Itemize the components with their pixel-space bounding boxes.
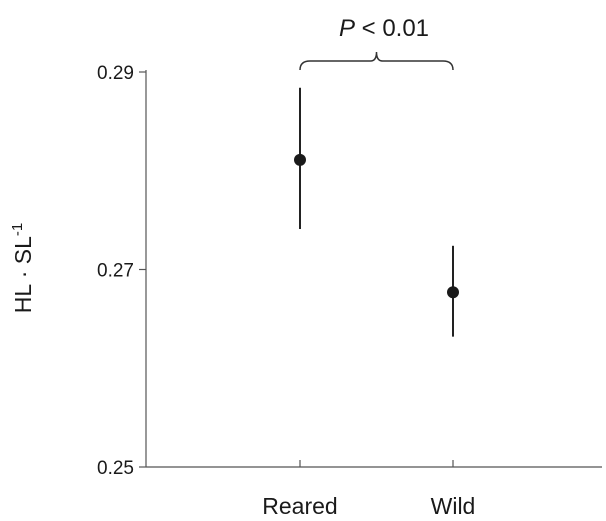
data-points [294, 87, 459, 337]
y-tick-label-2: 0.29 [97, 63, 134, 84]
x-categories: Reared Wild [262, 460, 475, 519]
significance-bracket [299, 51, 454, 71]
x-category-label-1: Wild [431, 493, 476, 519]
y-tick-label-0: 0.25 [97, 458, 134, 479]
x-category-label-0: Reared [262, 493, 337, 519]
bracket-path [299, 51, 454, 71]
significance-p: P [339, 15, 355, 42]
significance-rest: < 0.01 [355, 15, 429, 42]
significance-label: P < 0.01 [339, 15, 429, 42]
y-ticks: 0.25 0.27 0.29 [97, 63, 146, 479]
y-axis-label: HL · SL-1 [9, 223, 36, 313]
data-point-1 [447, 286, 459, 299]
y-axis-label-main: HL · SL [10, 236, 36, 313]
data-point-0 [294, 153, 306, 166]
y-axis-label-superscript: -1 [9, 223, 26, 236]
y-tick-label-1: 0.27 [97, 261, 134, 282]
